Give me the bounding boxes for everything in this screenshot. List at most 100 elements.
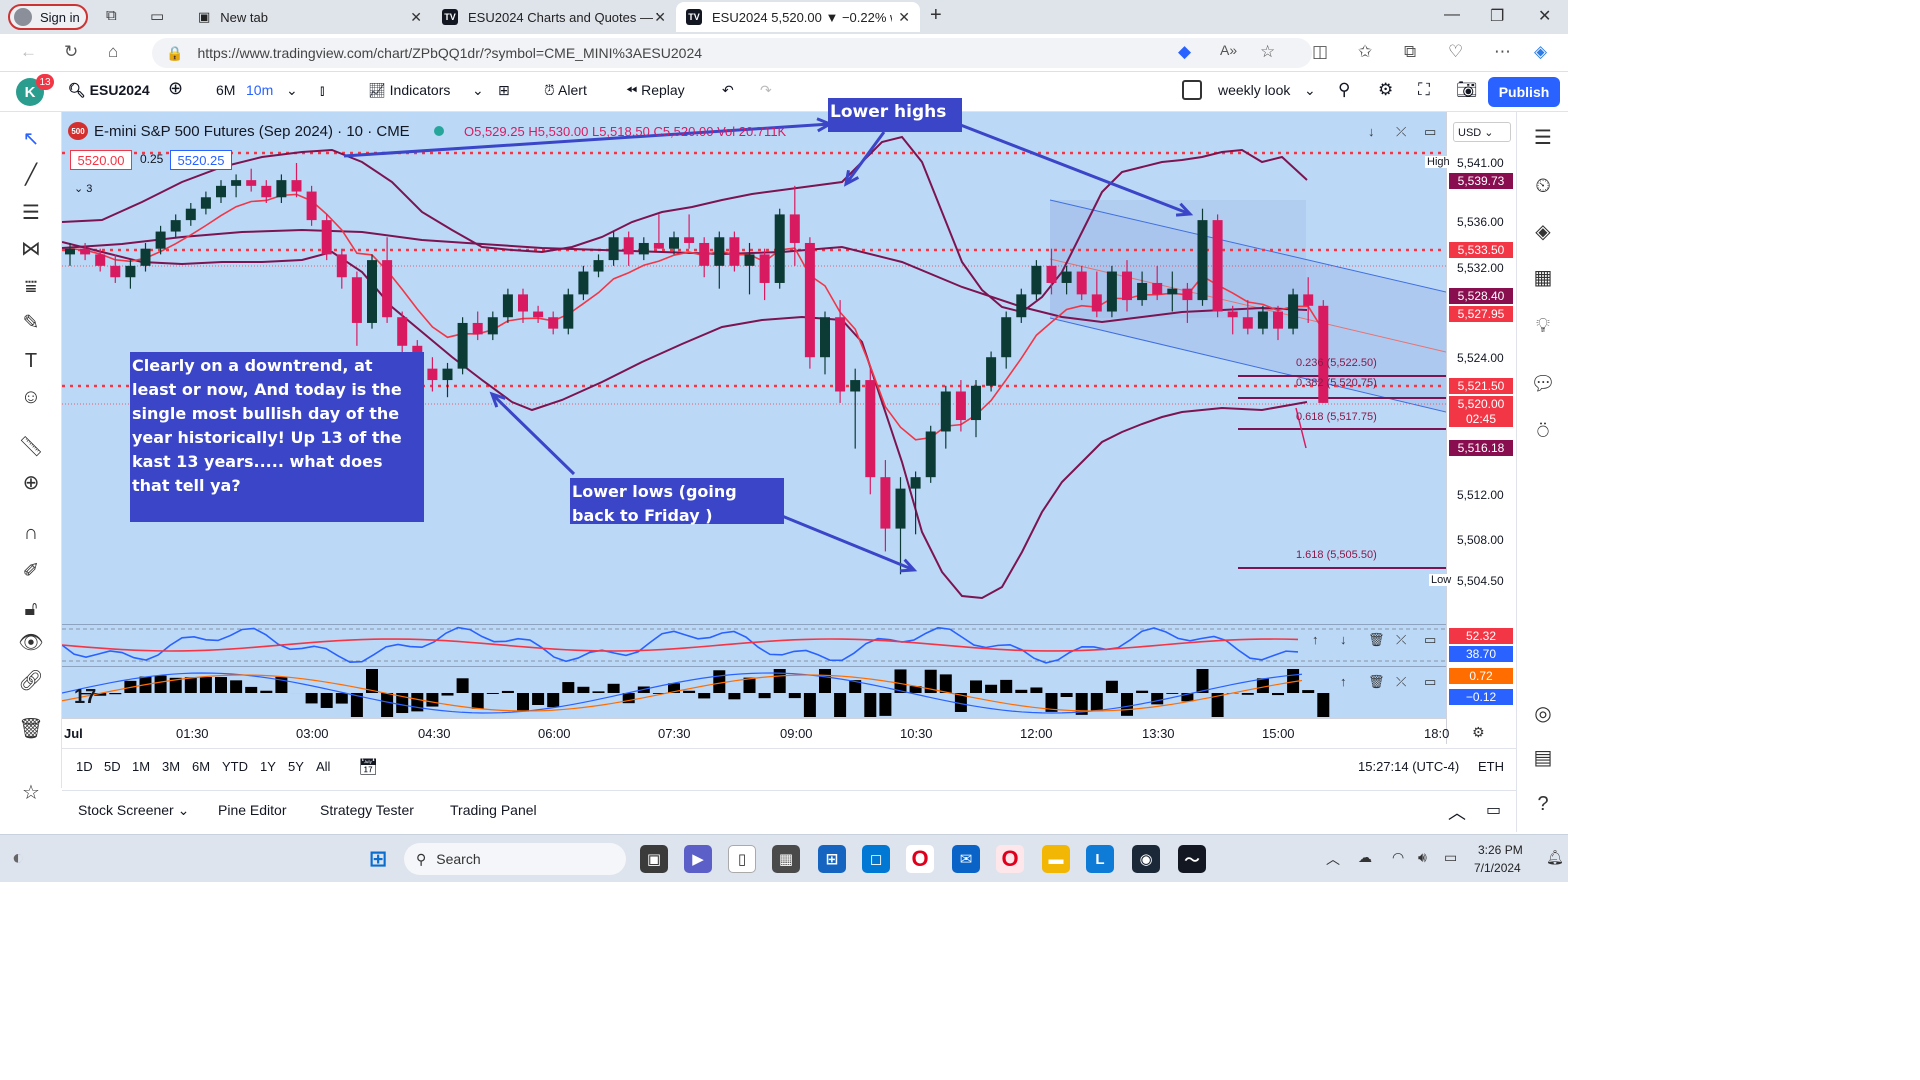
back-icon[interactable]: ← (20, 42, 37, 61)
app-blue-icon[interactable]: ◻ (862, 845, 890, 873)
range-button[interactable]: 6M (216, 82, 236, 98)
trash-icon[interactable]: 🗑︎ (1368, 632, 1385, 647)
home-icon[interactable]: ⌂ (108, 42, 119, 61)
link-icon[interactable]: 🔗︎ (18, 670, 44, 692)
range-6m[interactable]: 6M (192, 759, 211, 774)
start-windows-icon[interactable]: ⊞ (368, 846, 388, 871)
range-all[interactable]: All (316, 759, 331, 774)
lock-drawing-pencil-icon[interactable]: ✐ (22, 560, 40, 582)
settings-gear-icon[interactable]: ⚙ (1378, 80, 1394, 99)
split-screen-icon[interactable]: ◫ (1312, 42, 1329, 61)
arrow-down-icon[interactable]: ↓ (1368, 124, 1375, 139)
annotation-lower-lows[interactable]: Lower lows (going back to Friday ) (570, 478, 784, 525)
copilot-icon[interactable]: ◈ (1534, 42, 1548, 61)
range-5d[interactable]: 5D (104, 759, 121, 774)
session-button[interactable]: ETH (1478, 759, 1504, 774)
annotation-commentary[interactable]: Clearly on a downtrend, at least or now,… (130, 352, 424, 522)
maximize-icon[interactable]: ❐ (1490, 8, 1505, 25)
favorite-star-icon[interactable]: ☆ (1260, 42, 1276, 61)
widgets-icon[interactable]: ◐ (12, 847, 25, 869)
lock-icon[interactable]: 🔓︎ (24, 598, 38, 620)
broadcast-icon[interactable]: ⍥ (1537, 421, 1549, 443)
range-5y[interactable]: 5Y (288, 759, 304, 774)
range-1y[interactable]: 1Y (260, 759, 276, 774)
opera-gx-icon[interactable]: O (996, 845, 1024, 873)
tab-trading-panel[interactable]: Trading Panel (450, 802, 537, 818)
calendar-icon[interactable]: ▦ (1533, 267, 1553, 289)
tab-stock-screener[interactable]: Stock Screener ⌄ (78, 802, 189, 819)
calendar-icon[interactable]: 📅︎ (358, 759, 379, 776)
price-axis[interactable]: USD ⌄ High 5,541.00 5,536.00 5,532.00 5,… (1425, 112, 1516, 744)
buy-button[interactable]: 5520.25 (170, 150, 232, 170)
taskbar-time[interactable]: 3:26 PM (1478, 843, 1523, 857)
quick-search-icon[interactable]: ⚲ (1338, 80, 1351, 99)
app-l-icon[interactable]: L (1086, 845, 1114, 873)
calendar-icon[interactable]: ▤ (1533, 747, 1553, 769)
cloud-icon[interactable]: ☁ (1358, 849, 1372, 865)
mail-icon[interactable]: ✉ (952, 845, 980, 873)
wifi-icon[interactable]: ◠ (1392, 849, 1405, 865)
tab-pine-editor[interactable]: Pine Editor (218, 802, 287, 818)
symbol-search[interactable]: 🔍︎ ESU2024 (68, 82, 150, 99)
watchlist-icon[interactable]: ☰ (1534, 127, 1552, 149)
pattern-icon[interactable]: ⋈ (21, 238, 41, 260)
zoom-in-icon[interactable]: ⊕ (22, 472, 40, 494)
maximize-pane-icon[interactable]: ▭ (1424, 124, 1437, 139)
minimize-icon[interactable]: — (1444, 6, 1460, 23)
opera-icon[interactable]: O (906, 845, 934, 873)
tab-esu2024-active[interactable]: TV ESU2024 5,520.00 ▼ −0.22% wee ✕ (676, 2, 920, 32)
calculator-icon[interactable]: ▦ (772, 845, 800, 873)
signin-button[interactable]: Sign in (8, 4, 88, 30)
macd-pane[interactable] (62, 666, 1446, 718)
interval-button[interactable]: 10m (246, 82, 274, 98)
chevron-down-icon[interactable]: ⌄ (472, 82, 484, 98)
indicators-button[interactable]: 📈︎ Indicators (368, 82, 450, 99)
candle-style-icon[interactable]: ⫾ (320, 82, 325, 98)
close-icon[interactable]: ✕ (898, 8, 910, 25)
tradingview-app-icon[interactable]: 〜 (1178, 845, 1206, 873)
currency-select[interactable]: USD ⌄ (1453, 122, 1511, 142)
replay-button[interactable]: ⏪︎ Replay (626, 82, 685, 99)
rsi-pane[interactable] (62, 624, 1446, 666)
eye-icon[interactable]: 👁︎ (18, 632, 44, 654)
taskbar-date[interactable]: 7/1/2024 (1474, 861, 1521, 875)
arrow-up-icon[interactable]: ↑ (1340, 674, 1347, 689)
alert-button[interactable]: ⏰︎ Alert (544, 82, 587, 99)
layout-name[interactable]: weekly look (1218, 82, 1291, 98)
target-icon[interactable]: ◎ (1534, 703, 1552, 725)
maximize-pane-icon[interactable]: ▭ (1424, 674, 1437, 689)
trendline-icon[interactable]: ╱ (24, 164, 38, 186)
compare-plus-icon[interactable]: ⊕ (168, 78, 184, 98)
templates-grid-icon[interactable]: ⊞ (498, 82, 510, 98)
file-explorer-icon[interactable]: ▬ (1042, 845, 1070, 873)
chevron-down-icon[interactable]: ⌄ (286, 82, 298, 98)
collections-icon[interactable]: ⧉ (1404, 42, 1417, 61)
redo-icon[interactable]: ↷ (760, 82, 772, 98)
fullscreen-icon[interactable]: ⛶ (1418, 80, 1430, 99)
read-aloud-icon[interactable]: A» (1220, 42, 1238, 58)
favorites-star-icon[interactable]: ☆ (22, 782, 40, 804)
brush-icon[interactable]: ✎ (22, 312, 40, 334)
workspaces-icon[interactable]: ⧉ (106, 7, 117, 24)
url-field[interactable]: 🔒 https://www.tradingview.com/chart/ZPbQ… (152, 38, 1312, 68)
annotation-lower-highs[interactable]: Lower highs (828, 98, 962, 132)
maximize-panel-icon[interactable]: ▭ (1486, 802, 1502, 819)
store-icon[interactable]: ⊞ (818, 845, 846, 873)
volume-icon[interactable]: 🔊︎ (1418, 849, 1427, 865)
battery-icon[interactable]: ▭ (1444, 849, 1458, 865)
chevron-down-icon[interactable]: ⌄ (1304, 82, 1316, 98)
refresh-icon[interactable]: ↻ (64, 42, 79, 61)
arrow-up-icon[interactable]: ↑ (1312, 632, 1319, 647)
range-3m[interactable]: 3M (162, 759, 181, 774)
new-tab-plus-icon[interactable]: + (930, 4, 942, 26)
ruler-icon[interactable]: 📏︎ (18, 436, 44, 458)
axis-settings-icon[interactable]: ⚙ (1472, 724, 1485, 740)
ideas-lightbulb-icon[interactable]: 💡︎ (1536, 315, 1550, 337)
collapse-icon[interactable]: ⤫ (1396, 632, 1407, 647)
emoji-icon[interactable]: ☺ (20, 386, 42, 408)
chevron-up-icon[interactable]: ︿ (1448, 803, 1466, 823)
magnet-icon[interactable]: ∩ (23, 522, 39, 544)
range-1d[interactable]: 1D (76, 759, 93, 774)
alerts-clock-icon[interactable]: ⏲ (1535, 175, 1551, 197)
chart-title[interactable]: E-mini S&P 500 Futures (Sep 2024) · 10 ·… (94, 123, 410, 140)
